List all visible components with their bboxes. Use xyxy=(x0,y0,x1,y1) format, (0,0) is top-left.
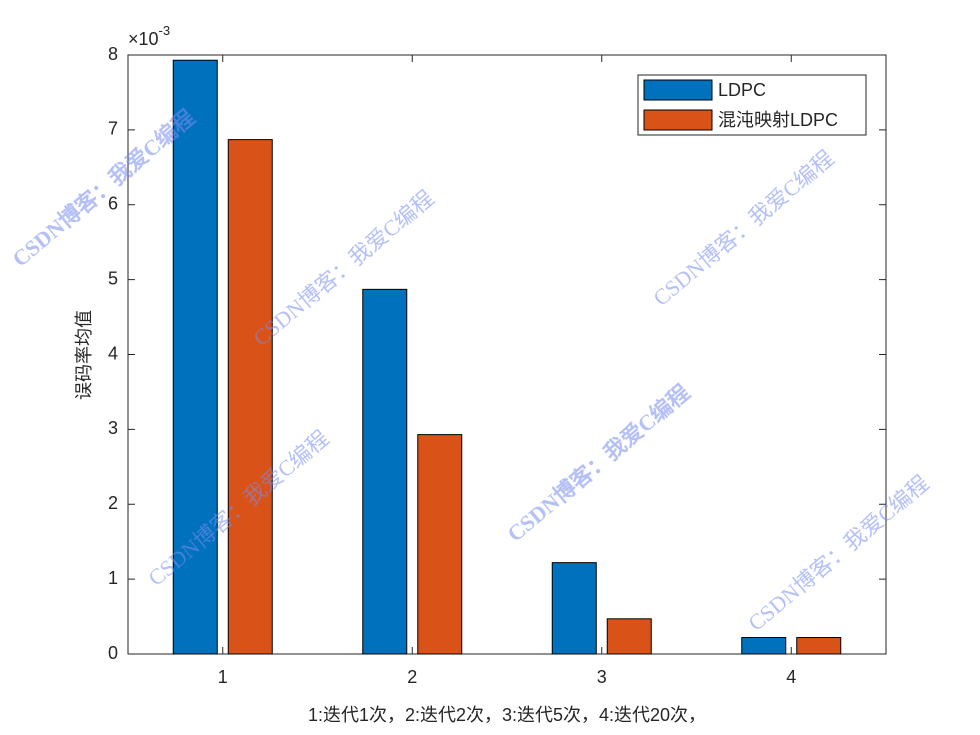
bar xyxy=(551,562,597,655)
y-tick-label: 3 xyxy=(108,418,118,438)
bar xyxy=(362,288,408,655)
bar xyxy=(172,59,218,655)
legend-swatch xyxy=(643,79,713,101)
y-tick-label: 6 xyxy=(108,194,118,214)
x-tick-label: 2 xyxy=(407,667,417,687)
x-tick-label: 3 xyxy=(597,667,607,687)
bar xyxy=(741,637,787,655)
y-tick-label: 0 xyxy=(108,643,118,663)
y-tick-label: 7 xyxy=(108,119,118,139)
y-axis-label: 误码率均值 xyxy=(74,310,94,400)
y-multiplier: ×10-3 xyxy=(128,23,170,48)
bar xyxy=(796,637,842,655)
legend-swatch xyxy=(643,109,713,131)
y-tick-label: 4 xyxy=(108,343,118,363)
bar xyxy=(606,618,652,655)
bar xyxy=(227,139,273,655)
x-tick-label: 1 xyxy=(218,667,228,687)
bar xyxy=(417,434,463,655)
x-axis-label: 1:迭代1次，2:迭代2次，3:迭代5次，4:迭代20次， xyxy=(308,705,706,725)
y-tick-label: 8 xyxy=(108,44,118,64)
y-multiplier-base: ×10 xyxy=(128,29,159,49)
legend-label: LDPC xyxy=(718,80,766,100)
legend-label: 混沌映射LDPC xyxy=(718,110,838,130)
y-tick-label: 5 xyxy=(108,268,118,288)
y-multiplier-exponent: -3 xyxy=(159,23,171,38)
y-tick-label: 1 xyxy=(108,568,118,588)
y-tick-label: 2 xyxy=(108,493,118,513)
x-tick-label: 4 xyxy=(786,667,796,687)
